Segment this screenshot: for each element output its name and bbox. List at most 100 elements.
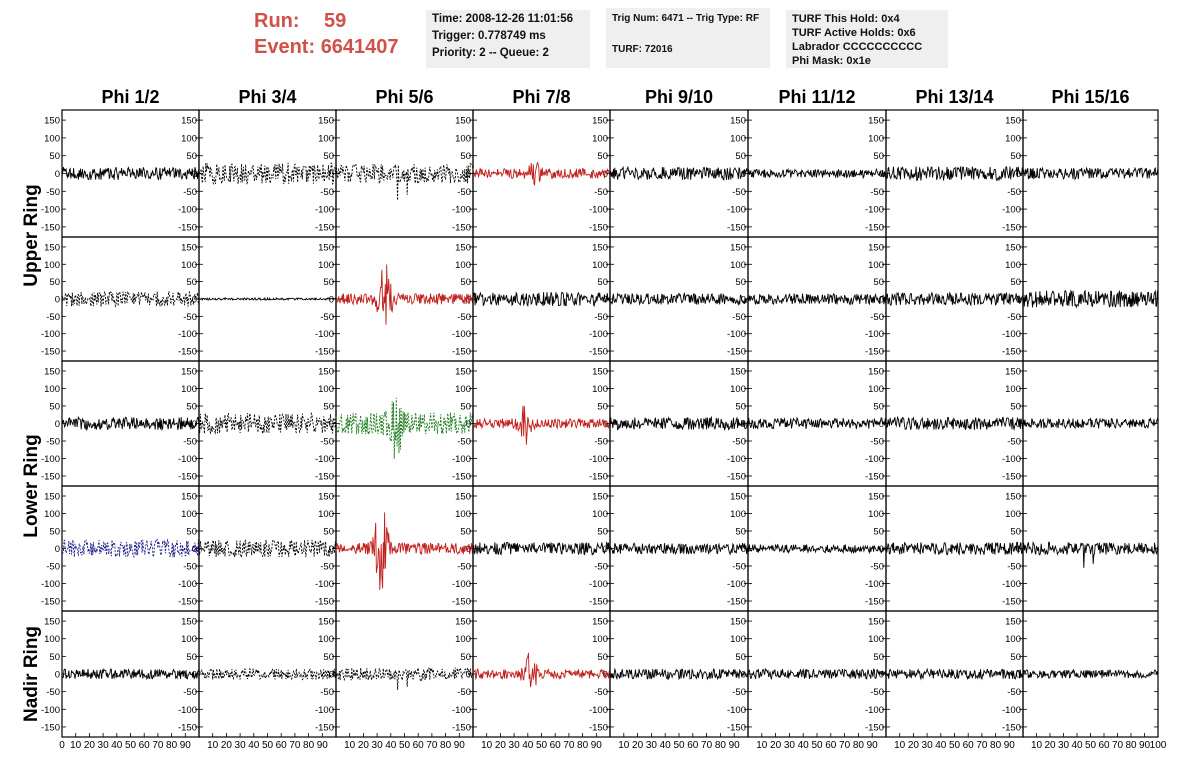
- run-event-block: Run: 59 Event: 6641407: [254, 8, 399, 60]
- y-tick-label: 150: [1005, 116, 1021, 127]
- y-tick-label: 150: [868, 492, 884, 503]
- waveform-r2-c6: [747, 292, 887, 306]
- waveform-r3-c1: [61, 415, 200, 432]
- y-tick-label: 150: [44, 492, 60, 503]
- y-tick-label: 0: [879, 419, 884, 430]
- x-tick-label: 90: [591, 740, 603, 751]
- y-tick-label: 150: [181, 242, 197, 253]
- y-tick-label: 50: [460, 402, 471, 413]
- waveform-r1-c3: [335, 162, 474, 201]
- y-tick-label: 150: [181, 492, 197, 503]
- y-tick-label: -150: [452, 347, 471, 358]
- panel-frame-r1-c2: [198, 109, 337, 238]
- y-tick-label: -50: [1007, 187, 1021, 198]
- y-tick-label: -150: [589, 347, 608, 358]
- y-tick-label: -50: [457, 562, 471, 573]
- y-tick-label: 100: [592, 260, 608, 271]
- waveform-r1-c6: [747, 167, 887, 180]
- y-tick-label: 100: [181, 133, 197, 144]
- turf-text: TURF: 72016: [612, 44, 673, 55]
- y-tick-label: -50: [732, 687, 746, 698]
- y-tick-label: 50: [1010, 151, 1021, 162]
- x-tick-label: 50: [125, 740, 137, 751]
- y-tick-label: -150: [178, 222, 197, 233]
- y-tick-label: -150: [1002, 347, 1021, 358]
- y-tick-label: 100: [730, 384, 746, 395]
- x-tick-label: 80: [166, 740, 178, 751]
- y-tick-label: -150: [1002, 597, 1021, 608]
- y-tick-label: -50: [870, 437, 884, 448]
- panel-frame-r4-c2: [198, 485, 337, 612]
- y-tick-label: -50: [594, 687, 608, 698]
- y-tick-label: 150: [868, 116, 884, 127]
- y-tick-label: -100: [178, 579, 197, 590]
- y-tick-label: -50: [320, 437, 334, 448]
- y-tick-label: 100: [1005, 260, 1021, 271]
- y-tick-label: 100: [868, 260, 884, 271]
- y-tick-label: -100: [1002, 454, 1021, 465]
- y-tick-label: -100: [1002, 705, 1021, 716]
- y-tick-label: 100: [44, 260, 60, 271]
- y-tick-label: 100: [868, 384, 884, 395]
- y-tick-label: -100: [41, 205, 60, 216]
- y-tick-label: -150: [41, 597, 60, 608]
- x-tick-label: 20: [632, 740, 644, 751]
- y-tick-label: -150: [41, 722, 60, 733]
- x-tick-label: 20: [84, 740, 96, 751]
- waveform-r4-c7: [885, 541, 1024, 556]
- y-tick-label: 150: [730, 617, 746, 628]
- y-tick-label: 50: [49, 277, 60, 288]
- y-tick-label: 50: [460, 652, 471, 663]
- x-tick-label: 20: [358, 740, 370, 751]
- y-tick-label: 150: [730, 116, 746, 127]
- y-tick-label: 150: [44, 116, 60, 127]
- x-tick-label: 40: [522, 740, 534, 751]
- y-tick-label: 100: [592, 133, 608, 144]
- y-tick-label: -150: [452, 597, 471, 608]
- x-tick-label: 20: [770, 740, 782, 751]
- y-tick-label: -100: [727, 579, 746, 590]
- time-text: Time: 2008-12-26 11:01:56: [432, 13, 574, 25]
- y-tick-label: 100: [318, 260, 334, 271]
- x-tick-label: 80: [303, 740, 315, 751]
- y-tick-label: -150: [865, 222, 884, 233]
- labrador-text: Labrador CCCCCCCCCC: [792, 41, 923, 53]
- x-tick-label: 90: [454, 740, 466, 751]
- y-tick-label: 150: [318, 367, 334, 378]
- y-tick-label: 50: [597, 277, 608, 288]
- y-tick-label: 50: [323, 277, 334, 288]
- y-tick-label: -100: [865, 579, 884, 590]
- y-tick-label: 0: [1016, 670, 1021, 681]
- y-tick-label: -50: [183, 187, 197, 198]
- y-tick-label: -50: [732, 562, 746, 573]
- x-tick-label: 70: [289, 740, 301, 751]
- x-tick-label: 40: [111, 740, 123, 751]
- x-tick-label: 80: [577, 740, 589, 751]
- y-tick-label: 150: [44, 242, 60, 253]
- y-tick-label: -100: [315, 205, 334, 216]
- y-tick-label: -100: [865, 329, 884, 340]
- waveform-r1-c8: [1022, 166, 1159, 181]
- column-header-6: Phi 11/12: [778, 87, 855, 107]
- y-tick-label: 50: [323, 402, 334, 413]
- x-tick-label: 60: [139, 740, 151, 751]
- x-tick-label: 40: [798, 740, 810, 751]
- y-tick-label: 0: [466, 670, 471, 681]
- y-tick-label: 150: [592, 116, 608, 127]
- waveform-r3-c4: [472, 405, 611, 445]
- x-tick-label: 60: [413, 740, 425, 751]
- x-tick-label: 10: [618, 740, 630, 751]
- y-tick-label: 50: [323, 151, 334, 162]
- y-tick-label: 100: [1005, 384, 1021, 395]
- y-tick-label: -50: [457, 687, 471, 698]
- x-tick-label: 90: [180, 740, 192, 751]
- x-tick-label: 20: [908, 740, 920, 751]
- x-tick-label: 10: [70, 740, 82, 751]
- x-tick-label: 60: [687, 740, 699, 751]
- y-tick-label: 0: [55, 295, 60, 306]
- y-tick-label: 50: [597, 652, 608, 663]
- waveform-r5-c2: [198, 667, 337, 681]
- y-tick-label: -100: [41, 454, 60, 465]
- x-tick-label: 40: [935, 740, 947, 751]
- y-tick-label: 100: [455, 384, 471, 395]
